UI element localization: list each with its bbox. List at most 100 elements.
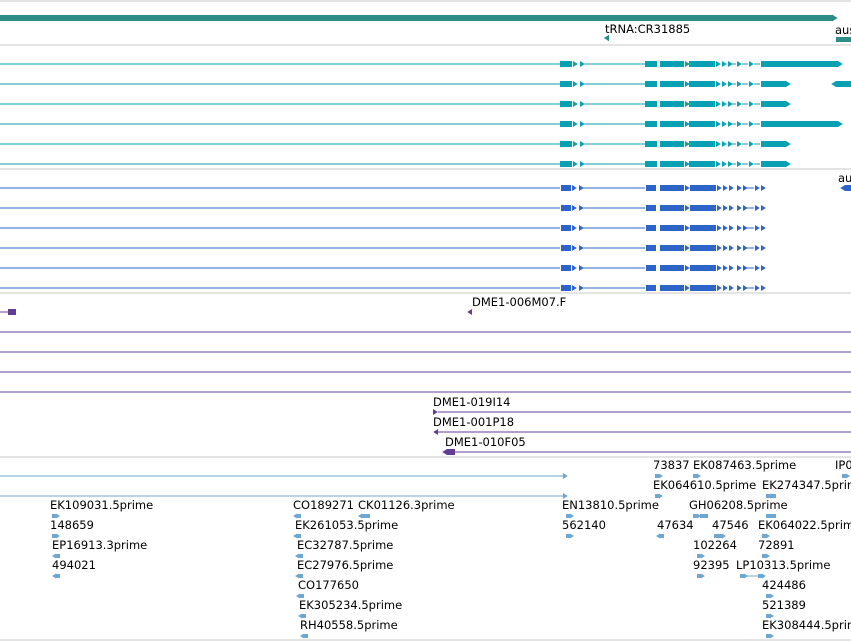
strand-arrow — [729, 225, 734, 231]
strand-arrow — [722, 81, 727, 87]
strand-arrow — [755, 185, 760, 191]
exon-block — [560, 161, 572, 167]
clone-label-010F05[interactable]: DME1-010F05 — [445, 435, 526, 449]
strand-arrow — [743, 185, 748, 191]
clone-label-006M07[interactable]: DME1-006M07.F — [472, 295, 567, 309]
est-block — [766, 514, 776, 518]
est-label[interactable]: EK308444.5prime — [762, 618, 851, 632]
strand-arrow — [717, 285, 722, 291]
est-label[interactable]: EK305234.5prime — [299, 598, 403, 612]
strand-arrow — [293, 533, 297, 539]
est-label[interactable]: EK109031.5prime — [50, 498, 154, 512]
exon-block — [761, 161, 786, 167]
exon-block — [660, 101, 684, 107]
strand-arrow — [723, 185, 728, 191]
exon-block — [560, 121, 572, 127]
strand-arrow — [580, 81, 585, 87]
est-label[interactable]: 47546 — [712, 518, 749, 532]
clone-end-marker — [467, 309, 472, 315]
strand-arrow — [659, 473, 663, 479]
est-label[interactable]: EC32787.5prime — [297, 538, 394, 552]
strand-arrow — [579, 265, 584, 271]
gene-strand-arrow — [832, 14, 838, 22]
strand-arrow — [723, 265, 728, 271]
est-label[interactable]: EK064610.5prime — [653, 478, 757, 492]
strand-arrow — [716, 61, 721, 67]
est-label[interactable]: CK01126.3prime — [358, 498, 455, 512]
strand-arrow — [728, 81, 733, 87]
est-label[interactable]: 148659 — [50, 518, 94, 532]
strand-arrow — [737, 161, 742, 167]
est-block — [697, 574, 701, 578]
trna-label[interactable]: tRNA:CR31885 — [605, 22, 691, 36]
est-block — [52, 534, 56, 538]
exon-block — [689, 101, 715, 107]
est-label[interactable]: 102264 — [693, 538, 737, 552]
strand-arrow — [298, 613, 302, 619]
est-label[interactable]: RH40558.5prime — [300, 618, 398, 632]
exon-block — [645, 161, 657, 167]
est-label[interactable]: 494021 — [52, 558, 96, 572]
strand-arrow — [685, 225, 690, 231]
cds-block — [561, 185, 571, 191]
clone-label-019I14[interactable]: DME1-019I14 — [433, 395, 511, 409]
exon-block — [689, 61, 715, 67]
est-label[interactable]: CO189271 — [293, 498, 354, 512]
est-label[interactable]: 47634 — [657, 518, 694, 532]
strand-arrow — [840, 185, 845, 191]
strand-arrow — [722, 141, 727, 147]
strand-arrow — [729, 185, 734, 191]
transcript-label-au[interactable]: au — [838, 171, 851, 185]
strand-arrow — [56, 533, 60, 539]
strand-arrow — [737, 205, 742, 211]
exon-block — [836, 81, 851, 87]
cds-block — [690, 185, 716, 191]
est-label[interactable]: EC27976.5prime — [297, 558, 394, 572]
est-label[interactable]: GH06208.5prime — [689, 498, 788, 512]
est-label[interactable]: LP10313.5prime — [736, 558, 831, 572]
strand-arrow — [786, 161, 791, 167]
strand-arrow — [729, 245, 734, 251]
strand-arrow — [685, 265, 690, 271]
est-label[interactable]: 72891 — [758, 538, 795, 552]
est-label[interactable]: 521389 — [762, 598, 806, 612]
gene-label-aus[interactable]: aus — [835, 23, 851, 37]
est-label[interactable]: EK064022.5prime — [758, 518, 851, 532]
est-block — [762, 534, 766, 538]
strand-arrow — [728, 61, 733, 67]
est-label[interactable]: EN13810.5prime — [562, 498, 659, 512]
est-label[interactable]: 92395 — [693, 558, 730, 572]
strand-arrow — [573, 121, 578, 127]
est-label[interactable]: 424486 — [762, 578, 806, 592]
strand-arrow — [728, 141, 733, 147]
strand-arrow — [786, 101, 791, 107]
est-block — [299, 574, 303, 578]
strand-arrow — [685, 185, 690, 191]
est-label[interactable]: EK261053.5prime — [295, 518, 399, 532]
strand-arrow — [717, 265, 722, 271]
est-label[interactable]: EK274347.5prime — [762, 478, 851, 492]
strand-arrow — [761, 225, 766, 231]
exon-block — [560, 101, 572, 107]
est-label[interactable]: EK087463.5prime — [693, 458, 797, 472]
strand-arrow — [737, 121, 742, 127]
est-label[interactable]: 73837 — [653, 458, 690, 472]
est-block — [52, 514, 56, 518]
est-label[interactable]: CO177650 — [298, 578, 359, 592]
strand-arrow — [685, 121, 690, 127]
est-label[interactable]: EP16913.3prime — [52, 538, 148, 552]
strand-arrow — [563, 473, 568, 479]
est-label[interactable]: IP0 — [835, 458, 851, 472]
strand-arrow — [572, 225, 577, 231]
strand-arrow — [749, 101, 754, 107]
strand-arrow — [770, 593, 774, 599]
est-block — [362, 514, 370, 518]
est-block — [766, 634, 770, 638]
strand-arrow — [722, 101, 727, 107]
strand-arrow — [749, 161, 754, 167]
strand-arrow — [729, 285, 734, 291]
est-label[interactable]: 562140 — [562, 518, 606, 532]
clone-label-001P18[interactable]: DME1-001P18 — [433, 415, 515, 429]
cds-block — [561, 205, 571, 211]
strand-arrow — [786, 141, 791, 147]
